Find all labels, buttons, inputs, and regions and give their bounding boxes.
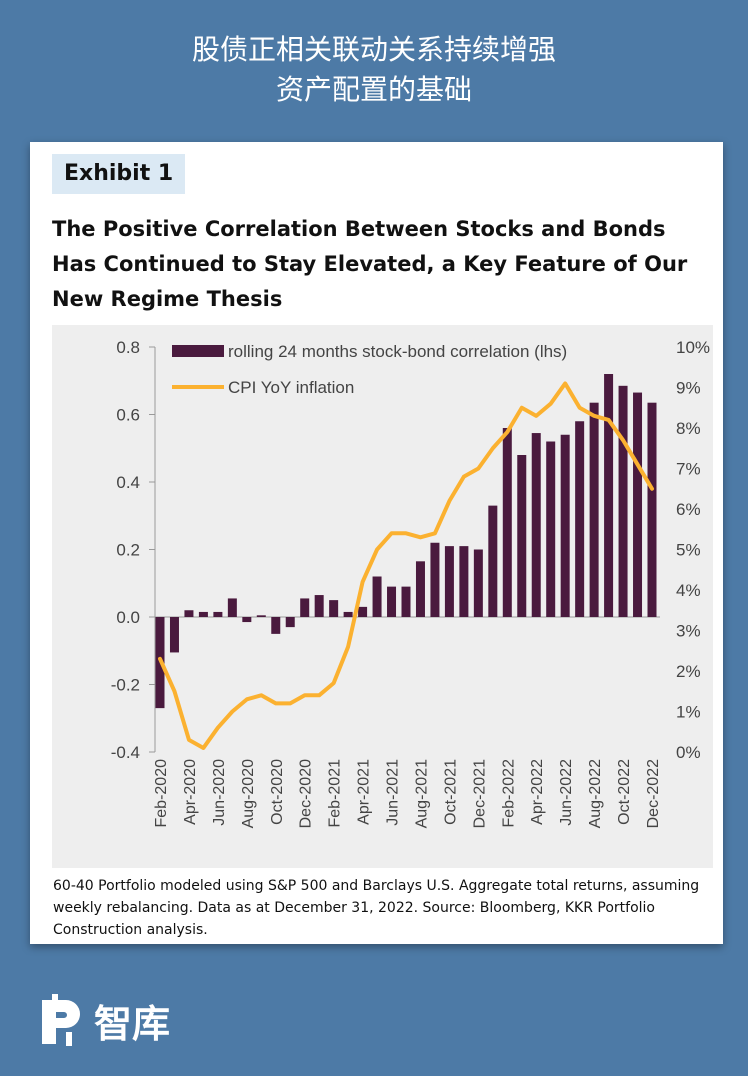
y-left-tick-label: 0.6: [116, 406, 140, 425]
x-tick-label: Dec-2021: [471, 759, 488, 828]
logo-text: 智库: [94, 1001, 171, 1046]
x-tick-label: Apr-2020: [182, 759, 199, 825]
correlation-bar: [285, 617, 295, 628]
x-tick-label: Apr-2021: [356, 759, 373, 825]
legend-line-label: CPI YoY inflation: [228, 378, 354, 397]
correlation-bar: [300, 598, 310, 617]
y-right-tick-label: 9%: [676, 379, 701, 398]
correlation-bar: [184, 610, 194, 617]
correlation-bar: [531, 433, 541, 617]
chart-footnote: 60-40 Portfolio modeled using S&P 500 an…: [53, 878, 700, 938]
correlation-bar: [329, 600, 339, 617]
y-left-tick-label: 0.8: [116, 338, 140, 357]
y-left-tick-label: -0.2: [111, 676, 140, 695]
correlation-bar: [473, 549, 483, 617]
correlation-bar: [271, 617, 281, 634]
header-line-1: 股债正相关联动关系持续增强: [191, 33, 556, 66]
correlation-bar: [314, 595, 324, 617]
correlation-bar: [647, 402, 657, 617]
correlation-bar: [198, 611, 208, 617]
x-tick-label: Feb-2020: [153, 759, 170, 828]
y-right-tick-label: 8%: [676, 419, 701, 438]
header-line-2: 资产配置的基础: [275, 73, 472, 106]
correlation-bar: [604, 374, 614, 617]
correlation-bar: [227, 598, 237, 617]
x-tick-label: Jun-2022: [558, 759, 575, 826]
correlation-bar: [372, 576, 382, 617]
correlation-bar: [358, 606, 368, 617]
legend-bar-label: rolling 24 months stock-bond correlation…: [228, 342, 567, 361]
y-right-tick-label: 10%: [676, 338, 710, 357]
correlation-bar: [213, 611, 223, 617]
x-tick-label: Oct-2022: [616, 759, 633, 825]
y-right-tick-label: 5%: [676, 541, 701, 560]
y-right-tick-label: 1%: [676, 703, 701, 722]
correlation-bar: [242, 617, 252, 623]
correlation-bar: [589, 402, 599, 617]
cpi-inflation-line: [158, 381, 654, 750]
chart-svg: 0.8 0.6 0.4 0.2 0.0 -0.2 -0.4 10% 9% 8% 7% 6% 5% 4% 3%…: [111, 338, 710, 828]
x-tick-label: Oct-2020: [269, 759, 286, 825]
chart-title: The Positive Correlation Between Stocks …: [52, 217, 688, 311]
y-right-tick-label: 7%: [676, 460, 701, 479]
correlation-bar: [517, 455, 527, 617]
correlation-bar: [560, 434, 570, 617]
correlation-bar: [256, 615, 266, 617]
correlation-bar: [502, 428, 512, 617]
page-header: 股债正相关联动关系持续增强 资产配置的基础: [0, 30, 748, 110]
y-right-tick-label: 0%: [676, 743, 701, 762]
correlation-bar: [169, 617, 179, 653]
correlation-bar: [546, 441, 556, 617]
correlation-bar: [459, 546, 469, 617]
legend-bar-swatch: [172, 345, 224, 357]
y-right-tick-label: 3%: [676, 622, 701, 641]
brand-logo: 智库: [36, 990, 170, 1050]
x-tick-label: Jun-2021: [385, 759, 402, 826]
correlation-bar: [633, 392, 643, 617]
x-tick-label: Dec-2022: [645, 759, 662, 828]
y-right-tick-label: 6%: [676, 500, 701, 519]
x-tick-label: Dec-2020: [298, 759, 315, 828]
correlation-bar: [415, 561, 425, 617]
exhibit-badge: Exhibit 1: [52, 154, 186, 194]
correlation-bar: [401, 586, 411, 617]
y-left-tick-label: -0.4: [111, 743, 140, 762]
zhiku-logo-icon: [42, 994, 80, 1046]
x-tick-label: Aug-2020: [240, 759, 257, 828]
exhibit-card: Exhibit 1 The Positive Correlation Betwe…: [30, 142, 723, 944]
correlation-bar: [575, 421, 585, 617]
y-right-tick-label: 2%: [676, 662, 701, 681]
x-tick-label: Oct-2021: [442, 759, 459, 825]
y-left-tick-label: 0.0: [116, 608, 140, 627]
x-tick-label: Apr-2022: [529, 759, 546, 825]
correlation-bar: [430, 542, 440, 617]
x-tick-label: Aug-2022: [587, 759, 604, 828]
correlation-bar: [343, 611, 353, 617]
x-tick-label: Feb-2022: [500, 759, 517, 828]
x-tick-label: Jun-2020: [211, 759, 228, 826]
correlation-bar: [488, 505, 498, 617]
y-left-tick-label: 0.4: [116, 473, 140, 492]
y-right-tick-label: 4%: [676, 581, 701, 600]
x-tick-label: Feb-2021: [327, 759, 344, 828]
correlation-bar: [618, 385, 628, 617]
x-tick-label: Aug-2021: [413, 759, 430, 828]
correlation-bar: [444, 546, 454, 617]
chart-area: 0.8 0.6 0.4 0.2 0.0 -0.2 -0.4 10% 9% 8% 7% 6% 5% 4% 3%…: [52, 325, 713, 868]
correlation-bar: [387, 586, 397, 617]
y-left-tick-label: 0.2: [116, 541, 140, 560]
